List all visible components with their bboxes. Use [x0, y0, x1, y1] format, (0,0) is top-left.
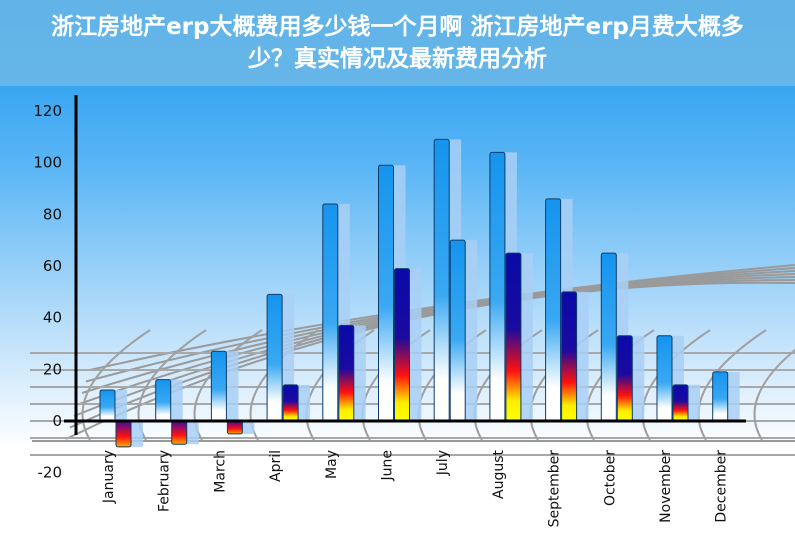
bar-series1-september [545, 198, 562, 422]
y-tick-label: 80 [43, 205, 62, 223]
bar-shadow [239, 421, 255, 434]
x-tick-label: July [435, 450, 451, 476]
bar-shadow [406, 268, 422, 421]
bar-series1-march [210, 350, 227, 422]
bar-shadow [573, 291, 589, 421]
bar-series2-july [449, 239, 466, 422]
x-tick-label: January [101, 450, 117, 504]
y-tick-label: 40 [43, 309, 62, 327]
bar-shadow [724, 371, 740, 421]
y-tick-label: 100 [33, 154, 62, 172]
y-tick-label: 20 [43, 360, 62, 378]
bar-series2-may [338, 324, 355, 422]
bar-shadow [223, 351, 239, 421]
bar-shadow [350, 325, 366, 421]
x-tick-label: June [380, 450, 396, 482]
x-tick-label: December [714, 450, 730, 523]
bar-series1-october [600, 252, 617, 422]
x-tick-label: February [157, 450, 173, 512]
y-tick-label: 0 [52, 412, 62, 430]
bar-shadow [685, 384, 700, 421]
x-tick-label: August [491, 449, 507, 499]
x-tick-label: October [602, 450, 618, 506]
bar-series1-december [712, 371, 729, 422]
bar-series2-october [616, 335, 633, 422]
bar-series2-august [505, 252, 522, 422]
x-tick-label: November [658, 450, 674, 523]
bar-series2-april [282, 384, 299, 422]
bar-shadow [629, 335, 645, 421]
x-tick-label: September [547, 450, 563, 528]
bar-series1-may [322, 203, 339, 422]
y-tick-label: -20 [38, 464, 63, 482]
x-tick-label: March [212, 450, 228, 493]
bar-shadow [128, 421, 143, 447]
bar-series1-february [155, 379, 172, 422]
bar-series1-april [266, 293, 283, 422]
bar-series1-january [99, 389, 116, 422]
x-tick-label: April [268, 450, 284, 482]
bar-shadow [183, 421, 199, 445]
bar-series2-november [672, 384, 689, 422]
bar-series2-january [115, 420, 132, 448]
x-tick-label: May [324, 450, 340, 479]
bar-series1-july [433, 138, 450, 422]
bar-series1-november [656, 335, 673, 422]
bar-series2-september [561, 291, 578, 422]
bar-series2-june [394, 268, 410, 422]
page-title: 浙江房地产erp大概费用多少钱一个月啊 浙江房地产erp月费大概多少？真实情况及… [51, 14, 744, 72]
bar-shadow [462, 240, 478, 421]
bar-series2-march [226, 420, 243, 435]
y-tick-label: 60 [43, 257, 62, 275]
title-banner: 浙江房地产erp大概费用多少钱一个月啊 浙江房地产erp月费大概多少？真实情况及… [0, 0, 795, 86]
bar-series1-june [378, 164, 394, 422]
bar-shadow [295, 384, 311, 421]
bar-shadow [517, 253, 533, 421]
bar-series2-february [171, 420, 188, 445]
y-tick-label: 120 [33, 102, 62, 120]
bar-series1-august [489, 151, 506, 422]
bar-shadow [112, 390, 127, 421]
bar-shadow [167, 379, 183, 421]
